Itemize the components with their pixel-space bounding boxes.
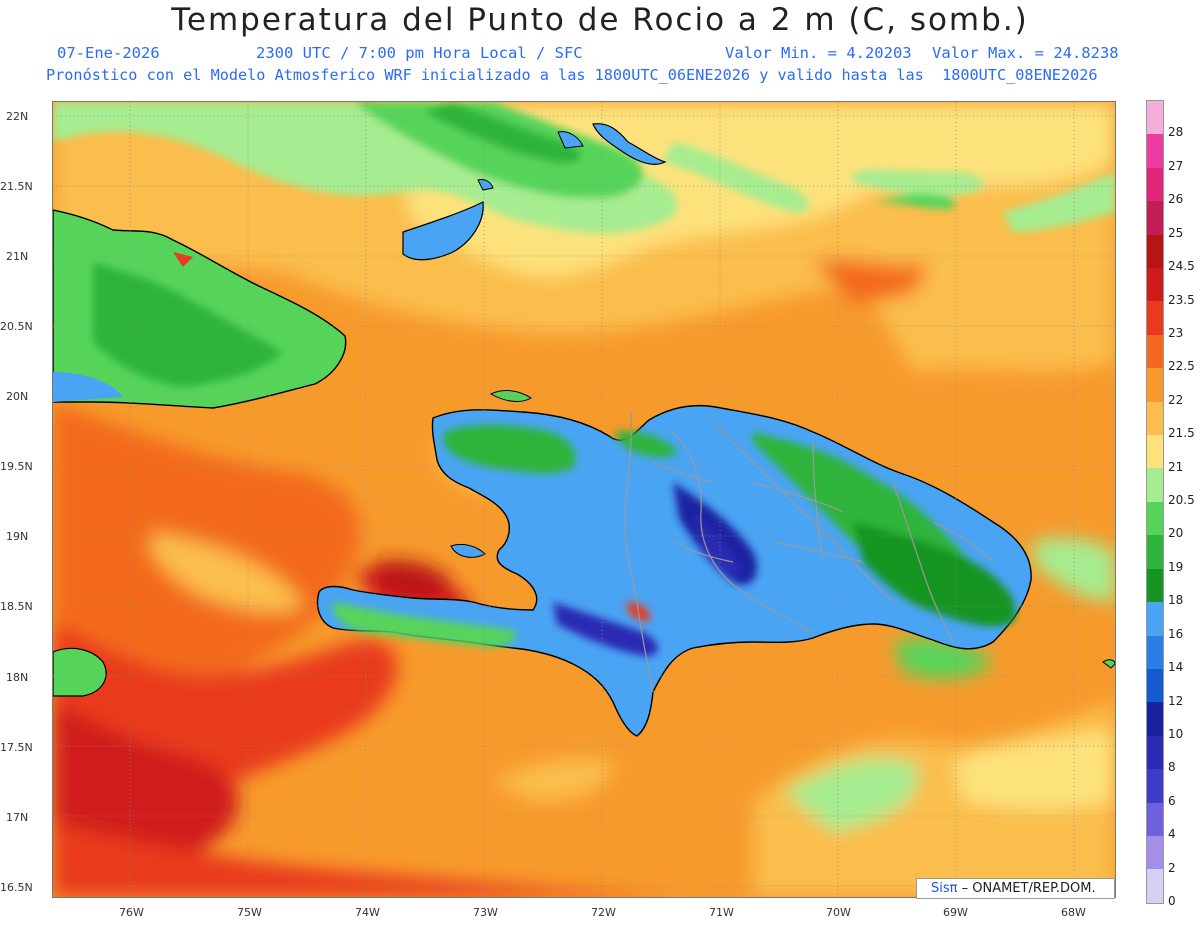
legend-label: 22 [1168,392,1184,407]
legend-label: 16 [1168,626,1184,641]
legend-label: 20.5 [1168,493,1195,507]
lat-label: 21.5N [0,180,33,193]
lat-label: 17.5N [0,741,33,754]
legend-label: 21 [1168,459,1184,474]
lat-label: 18.5N [0,600,33,613]
legend-label: 10 [1168,726,1184,741]
lon-label: 70W [826,906,851,919]
legend-swatch [1147,468,1163,502]
legend-label: 23.5 [1168,292,1195,307]
legend-label: 24.5 [1168,259,1195,274]
lat-label: 21N [6,250,29,263]
forecast-date: 07-Ene-2026 [57,44,160,62]
legend-label: 14 [1168,660,1184,675]
legend-label: 0 [1168,894,1176,908]
legend-label: 8 [1168,760,1176,775]
lon-label: 68W [1061,906,1086,919]
legend-swatch [1147,234,1163,269]
min-value: Valor Min. = 4.20203 [725,44,912,62]
model-info: Pronóstico con el Modelo Atmosferico WRF… [46,66,1098,84]
lon-label: 75W [237,906,262,919]
lon-label: 74W [355,906,380,919]
forecast-time: 2300 UTC / 7:00 pm Hora Local / SFC [256,44,583,62]
dewpoint-field [53,102,1115,897]
lat-label: 16.5N [0,881,33,894]
legend-label: 4 [1168,827,1176,842]
legend-swatch [1147,568,1163,603]
legend-swatch [1147,802,1163,836]
lat-label: 19.5N [0,460,33,473]
color-legend [1146,100,1164,904]
legend-label: 21.5 [1168,426,1195,441]
legend-swatch [1147,167,1163,202]
legend-swatch [1147,435,1163,469]
lat-label: 17N [6,811,29,824]
legend-label: 19 [1168,559,1184,574]
legend-swatch [1147,301,1163,335]
legend-swatch [1147,602,1163,636]
lat-label: 19N [6,530,29,543]
legend-swatch [1147,635,1163,669]
lon-label: 76W [119,906,144,919]
legend-swatch [1147,268,1163,302]
legend-label: 26 [1168,192,1184,207]
credit-box: Sisπ – ONAMET/REP.DOM. [916,878,1115,899]
lat-label: 20.5N [0,320,33,333]
legend-swatch [1147,869,1163,903]
legend-swatch [1147,668,1163,703]
legend-swatch [1147,101,1163,135]
legend-swatch [1147,769,1163,803]
legend-swatch [1147,134,1163,168]
legend-label: 20 [1168,526,1184,541]
legend-swatch [1147,334,1163,369]
legend-label: 6 [1168,793,1176,808]
lat-label: 20N [6,390,29,403]
legend-swatch [1147,735,1163,770]
legend-swatch [1147,535,1163,569]
legend-label: 12 [1168,693,1184,708]
legend-swatch [1147,401,1163,436]
map-frame [52,101,1116,898]
credit-brand: Sisπ [931,881,958,896]
legend-swatch [1147,835,1163,870]
legend-label: 27 [1168,158,1184,173]
legend-swatch [1147,368,1163,402]
max-value: Valor Max. = 24.8238 [932,44,1119,62]
lon-label: 69W [943,906,968,919]
lon-label: 72W [591,906,616,919]
credit-org: – ONAMET/REP.DOM. [961,881,1096,896]
lat-label: 22N [6,110,29,123]
legend-swatch [1147,201,1163,235]
lon-label: 71W [709,906,734,919]
map-title: Temperatura del Punto de Rocio a 2 m (C,… [171,2,1029,38]
legend-label: 22.5 [1168,359,1195,374]
legend-label: 28 [1168,125,1184,140]
legend-label: 23 [1168,325,1184,340]
legend-label: 2 [1168,860,1176,875]
legend-label: 25 [1168,225,1184,240]
legend-swatch [1147,702,1163,736]
legend-label: 18 [1168,593,1184,608]
lat-label: 18N [6,671,29,684]
dewpoint-map [53,102,1115,897]
legend-swatch [1147,501,1163,536]
lon-label: 73W [473,906,498,919]
